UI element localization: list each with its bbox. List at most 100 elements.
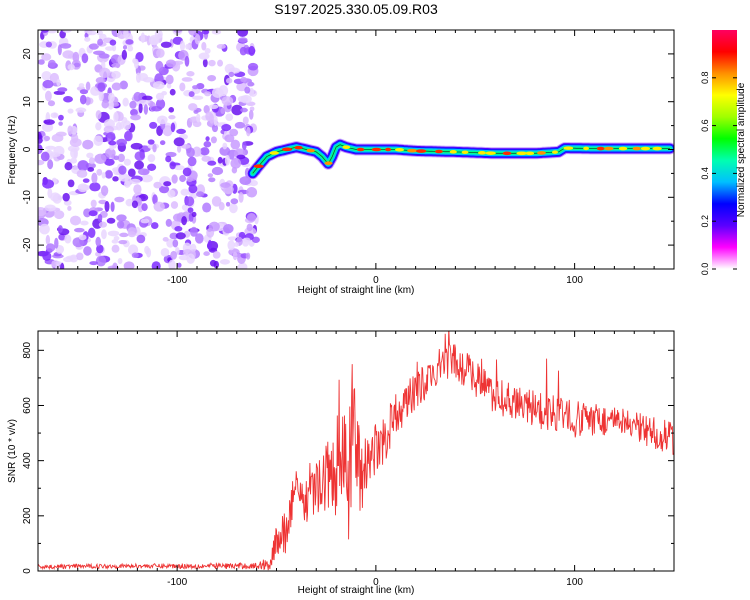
noise-blob — [147, 139, 155, 145]
noise-blob — [81, 53, 89, 64]
noise-blob — [137, 168, 150, 176]
noise-blob — [98, 91, 104, 102]
noise-blob — [95, 77, 106, 84]
noise-blob — [131, 252, 139, 258]
noise-blob — [127, 227, 138, 236]
noise-blob — [251, 236, 260, 243]
noise-blob — [245, 252, 251, 260]
noise-blob — [41, 53, 52, 61]
noise-blob — [201, 30, 210, 35]
noise-blob — [133, 58, 139, 69]
noise-blob — [146, 247, 152, 258]
noise-blob — [94, 153, 107, 164]
noise-blob — [89, 261, 99, 266]
snr-panel: -100 0 100 0 200 400 600 800 Height of straigh… — [7, 330, 675, 596]
noise-blob — [173, 30, 183, 34]
noise-blob — [182, 167, 192, 177]
ridge-hotspot — [281, 147, 293, 152]
noise-blob — [237, 262, 248, 269]
noise-blob — [57, 87, 68, 93]
ridge-hotspot — [502, 151, 512, 156]
noise-blob — [69, 138, 82, 147]
noise-blob — [186, 71, 195, 77]
noise-blob — [87, 167, 95, 172]
noise-blob — [70, 215, 81, 226]
noise-blob — [224, 154, 231, 166]
snr-y-axis: 0 200 400 600 800 — [22, 342, 674, 574]
noise-blob — [168, 259, 176, 269]
noise-blob — [122, 97, 129, 107]
noise-blob — [188, 91, 195, 98]
noise-blob — [93, 50, 105, 56]
noise-blob — [74, 227, 85, 233]
noise-blob — [133, 91, 142, 102]
noise-blob — [198, 52, 210, 60]
noise-blob — [192, 85, 199, 90]
noise-blob — [122, 45, 128, 50]
noise-blob — [58, 114, 64, 121]
noise-blob — [141, 203, 148, 212]
ridge-hotspot — [324, 161, 333, 166]
colorbar-tick-label: 0.4 — [700, 167, 710, 180]
noise-blob — [156, 115, 168, 125]
noise-blob — [64, 234, 72, 244]
noise-blob — [70, 157, 78, 164]
noise-blob — [170, 250, 178, 260]
ridge-hotspot — [563, 146, 574, 150]
noise-blob — [200, 147, 210, 156]
noise-blob — [38, 59, 45, 65]
snr-x-axis: -100 0 100 — [37, 331, 675, 588]
noise-blob — [203, 104, 210, 114]
ridge-hotspot — [618, 146, 628, 151]
noise-blob — [50, 112, 59, 119]
noise-blob — [117, 153, 125, 163]
noise-blob — [97, 82, 106, 92]
ridge-hotspot — [652, 146, 662, 151]
noise-blob — [73, 62, 81, 68]
noise-blob — [104, 200, 110, 212]
noise-blob — [188, 184, 198, 194]
noise-blob — [147, 163, 157, 171]
noise-blob — [207, 173, 214, 178]
ridge-hotspot — [435, 149, 443, 154]
noise-blob — [62, 50, 75, 59]
noise-blob — [165, 218, 172, 227]
noise-blob — [166, 238, 175, 248]
noise-blob — [134, 151, 146, 161]
noise-blob — [169, 232, 179, 240]
noise-blob — [88, 157, 96, 165]
noise-blob — [220, 182, 231, 188]
noise-blob — [203, 251, 210, 256]
noise-blob — [109, 39, 117, 46]
noise-blob — [222, 142, 228, 150]
snr-y-tick-label: 800 — [22, 342, 33, 359]
ridge-hotspot — [415, 149, 427, 153]
noise-blob — [194, 33, 201, 45]
noise-blob — [238, 191, 244, 203]
noise-blob — [179, 40, 186, 52]
noise-blob — [112, 176, 119, 182]
noise-blob — [99, 67, 111, 79]
noise-blob — [246, 223, 253, 232]
noise-blob — [79, 94, 87, 105]
noise-blob — [89, 182, 101, 192]
noise-blob — [219, 146, 231, 156]
noise-blob — [179, 175, 187, 183]
noise-blob — [38, 207, 47, 217]
noise-blob — [211, 196, 222, 207]
ridge-hotspot — [632, 146, 641, 151]
noise-blob — [116, 214, 127, 222]
noise-blob — [181, 216, 187, 226]
noise-blob — [98, 199, 107, 205]
noise-blob — [243, 237, 251, 243]
noise-blob — [225, 113, 234, 121]
noise-blob — [169, 88, 176, 96]
snr-x-axis-label: Height of straight line (km) — [298, 585, 415, 596]
noise-blob — [225, 77, 233, 84]
noise-blob — [113, 235, 120, 241]
noise-blob — [179, 82, 186, 92]
noise-blob — [56, 78, 61, 87]
noise-blob — [236, 154, 246, 160]
noise-blob — [141, 95, 153, 101]
noise-blob — [185, 196, 195, 207]
